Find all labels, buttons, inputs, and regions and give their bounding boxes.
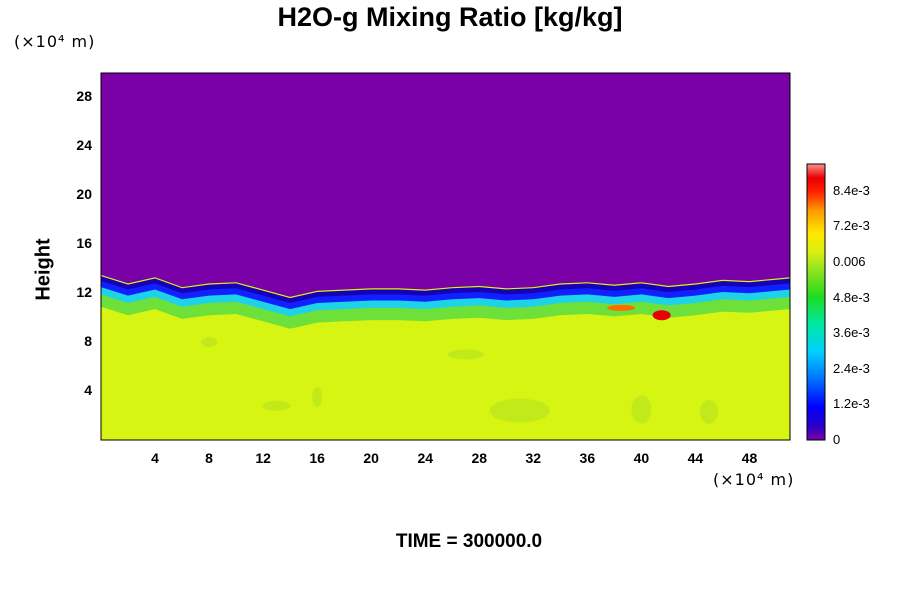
colorbar-tick-label: 1.2e-3	[833, 396, 870, 412]
y-tick-label: 8	[84, 333, 92, 350]
colorbar-tick-label: 7.2e-3	[833, 218, 870, 234]
eddy-structure	[489, 398, 550, 423]
colorbar-tick-label: 3.6e-3	[833, 325, 870, 341]
moist-maximum	[607, 304, 636, 311]
colorbar-tick-label: 0.006	[833, 253, 866, 269]
x-tick-label: 32	[525, 450, 542, 466]
chart-title: H2O-g Mixing Ratio [kg/kg]	[277, 2, 623, 32]
eddy-structure	[312, 387, 323, 408]
upper-dry-layer	[101, 73, 790, 297]
y-tick-label: 28	[76, 88, 92, 105]
plot-frame	[100, 72, 791, 441]
eddy-structure	[631, 395, 652, 424]
y-tick-label: 20	[76, 186, 92, 203]
colorbar-tick-label: 4.8e-3	[833, 289, 870, 305]
x-tick-label: 28	[471, 450, 488, 466]
x-tick-label: 48	[741, 450, 758, 466]
x-tick-label: 4	[151, 450, 159, 466]
colorbar-tick-label: 0	[833, 432, 841, 447]
y-tick-label: 12	[76, 284, 92, 301]
x-tick-label: 12	[255, 450, 271, 466]
y-tick-label: 4	[84, 382, 92, 399]
eddy-structure	[262, 400, 291, 411]
x-tick-label: 24	[417, 450, 434, 466]
time-label: TIME = 300000.0	[395, 531, 543, 552]
colorbar	[806, 163, 826, 441]
eddy-structure	[447, 349, 484, 360]
colorbar-tick-label: 8.4e-3	[833, 182, 870, 198]
x-axis-unit: (×10⁴ m)	[713, 470, 795, 489]
x-tick-label: 40	[633, 450, 650, 466]
x-tick-label: 20	[363, 450, 379, 466]
x-tick-label: 44	[687, 450, 704, 466]
interface-band-dark	[101, 276, 790, 303]
y-tick-label: 24	[76, 137, 92, 154]
moist-maximum	[652, 310, 671, 321]
eddy-structure	[699, 399, 718, 424]
eddy-structure	[201, 337, 218, 348]
colorbar-tick-label: 2.4e-3	[833, 360, 870, 376]
x-tick-label: 8	[205, 450, 213, 466]
interface-band-blue	[101, 279, 790, 310]
x-tick-label: 36	[579, 450, 596, 466]
y-tick-label: 16	[76, 235, 92, 252]
y-axis-unit: (×10⁴ m)	[14, 32, 96, 51]
x-tick-label: 16	[309, 450, 325, 466]
